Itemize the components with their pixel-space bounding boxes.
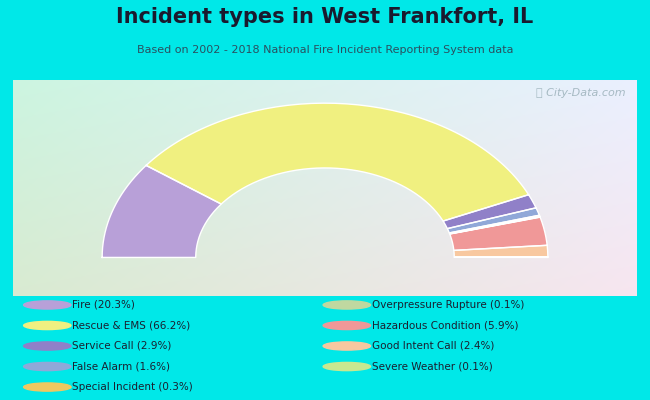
- Circle shape: [323, 342, 370, 350]
- Text: Rescue & EMS (66.2%): Rescue & EMS (66.2%): [72, 320, 190, 330]
- Polygon shape: [450, 217, 547, 250]
- Text: Good Intent Call (2.4%): Good Intent Call (2.4%): [372, 341, 494, 351]
- Circle shape: [23, 362, 71, 371]
- Text: Incident types in West Frankfort, IL: Incident types in West Frankfort, IL: [116, 7, 534, 27]
- Circle shape: [323, 362, 370, 371]
- Text: False Alarm (1.6%): False Alarm (1.6%): [72, 362, 170, 372]
- Text: ⓘ City-Data.com: ⓘ City-Data.com: [536, 88, 626, 98]
- Text: Fire (20.3%): Fire (20.3%): [72, 300, 135, 310]
- Circle shape: [23, 301, 71, 309]
- Polygon shape: [447, 208, 540, 233]
- Polygon shape: [450, 217, 540, 234]
- Text: Hazardous Condition (5.9%): Hazardous Condition (5.9%): [372, 320, 518, 330]
- Polygon shape: [454, 245, 548, 257]
- Circle shape: [23, 321, 71, 330]
- Text: Severe Weather (0.1%): Severe Weather (0.1%): [372, 362, 493, 372]
- Circle shape: [323, 301, 370, 309]
- Polygon shape: [454, 257, 548, 258]
- Text: Special Incident (0.3%): Special Incident (0.3%): [72, 382, 193, 392]
- Text: Overpressure Rupture (0.1%): Overpressure Rupture (0.1%): [372, 300, 524, 310]
- Text: Based on 2002 - 2018 National Fire Incident Reporting System data: Based on 2002 - 2018 National Fire Incid…: [136, 45, 514, 55]
- Text: Service Call (2.9%): Service Call (2.9%): [72, 341, 172, 351]
- Circle shape: [23, 383, 71, 391]
- Polygon shape: [146, 103, 528, 221]
- Circle shape: [323, 321, 370, 330]
- Polygon shape: [449, 215, 540, 234]
- Circle shape: [23, 342, 71, 350]
- Polygon shape: [102, 166, 221, 258]
- Polygon shape: [443, 195, 536, 229]
